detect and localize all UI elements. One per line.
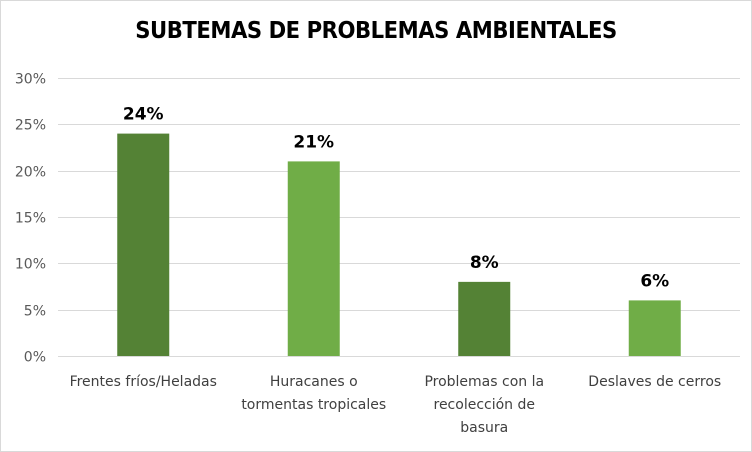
x-category-label: basura xyxy=(460,420,508,436)
data-label: 8% xyxy=(470,253,499,273)
bar xyxy=(287,161,340,356)
y-tick-label: 5% xyxy=(24,304,46,320)
y-tick-label: 10% xyxy=(15,257,46,273)
data-label: 24% xyxy=(123,105,164,125)
y-tick-label: 15% xyxy=(15,211,46,227)
x-category-label: Problemas con la xyxy=(424,374,544,390)
bar xyxy=(117,133,170,356)
chart-title: SUBTEMAS DE PROBLEMAS AMBIENTALES xyxy=(135,18,617,44)
x-axis-categories: Frentes fríos/Heladas Huracanes o tormenta… xyxy=(70,374,722,436)
data-labels: 24% 21% 8% 6% xyxy=(123,105,669,292)
x-category-label: tormentas tropicales xyxy=(241,397,386,413)
y-tick-label: 20% xyxy=(15,165,46,181)
y-axis-ticks: 0% 5% 10% 15% 20% 25% 30% xyxy=(15,72,46,366)
data-label: 6% xyxy=(640,271,669,291)
bar xyxy=(458,281,511,356)
x-category-label: recolección de xyxy=(434,397,536,413)
y-tick-label: 25% xyxy=(15,118,46,134)
bar xyxy=(628,300,681,356)
x-category-label: Deslaves de cerros xyxy=(588,374,721,390)
x-category-label: Huracanes o xyxy=(270,374,358,390)
data-label: 21% xyxy=(293,132,334,152)
gridlines xyxy=(58,78,740,357)
bars xyxy=(117,133,681,356)
y-tick-label: 0% xyxy=(24,350,46,366)
y-tick-label: 30% xyxy=(15,72,46,88)
x-category-label: Frentes fríos/Heladas xyxy=(70,374,217,390)
